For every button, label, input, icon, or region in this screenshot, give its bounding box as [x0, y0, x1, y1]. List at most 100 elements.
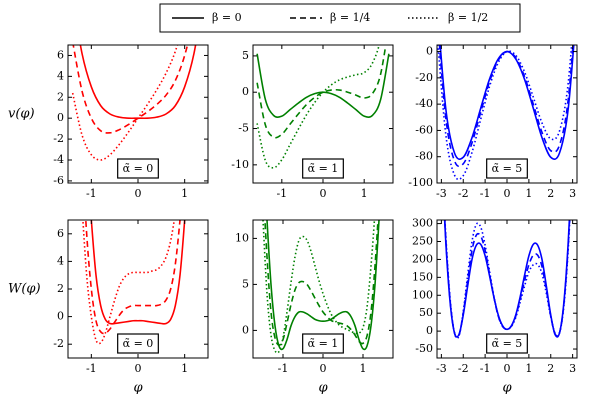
axes-frame — [252, 44, 394, 184]
y-tick-label: 10 — [235, 231, 249, 244]
annotation: α̃ = 0 — [123, 162, 154, 175]
series-group — [256, 45, 390, 169]
y-tick-label: -4 — [53, 153, 64, 166]
series-group — [437, 45, 575, 181]
y-tick-label: 300 — [412, 217, 433, 230]
series-group — [443, 220, 571, 340]
x-tick-label: 1 — [525, 187, 532, 200]
x-tick-label: -1 — [276, 187, 287, 200]
curve — [84, 220, 181, 335]
y-tick-label: 0 — [57, 111, 64, 124]
x-tick-label: 2 — [547, 187, 554, 200]
panel: -6 -4 -2 0 2 4 6 -1 0 1 α̃ = 0 v(φ) — [8, 44, 209, 200]
y-tick-label: 6 — [57, 48, 64, 61]
x-tick-label: 2 — [547, 362, 554, 375]
x-tick-label: -1 — [86, 362, 97, 375]
axes-frame — [252, 219, 394, 359]
curve — [256, 45, 380, 169]
annotation-box — [486, 333, 528, 354]
y-tick-label: -60 — [415, 123, 433, 136]
x-tick-label: 1 — [525, 362, 532, 375]
y-tick-label: 2 — [57, 90, 64, 103]
y-tick-label: 0 — [57, 310, 64, 323]
series-group — [71, 45, 197, 161]
curve — [266, 220, 380, 351]
curve — [256, 45, 387, 139]
curve — [444, 220, 571, 340]
x-tick-label: -1 — [480, 187, 491, 200]
curve — [262, 220, 376, 354]
x-tick-label: -3 — [436, 362, 447, 375]
y-tick-label: 0 — [426, 324, 433, 337]
annotation-box — [117, 333, 159, 354]
x-tick-label: 1 — [181, 362, 188, 375]
x-axis-label: φ — [318, 381, 328, 396]
annotation: α̃ = 1 — [308, 162, 339, 175]
panel: -50 0 50 100 150 200 250 300 -3 -2 -1 0 1 2 3 α̃ = 5 φ — [412, 217, 578, 396]
y-tick-label: 5 — [242, 277, 249, 290]
annotation: α̃ = 0 — [123, 337, 154, 350]
y-tick-label: -10 — [231, 158, 249, 171]
x-axis-label: φ — [133, 381, 143, 396]
y-tick-label: 5 — [242, 49, 249, 62]
x-tick-label: 1 — [181, 187, 188, 200]
annotation: α̃ = 1 — [308, 337, 339, 350]
annotation: α̃ = 5 — [492, 162, 523, 175]
y-axis-label: W(φ) — [8, 282, 41, 297]
panel: 0 5 10 -1 0 1 α̃ = 1 φ — [235, 219, 394, 396]
x-tick-label: -3 — [436, 187, 447, 200]
panel: -10-505-1 0 1α̃ = 1 — [231, 44, 394, 200]
curve — [90, 220, 186, 325]
x-tick-label: 0 — [320, 187, 327, 200]
legend-label: β = 0 — [212, 11, 242, 24]
annotation-box — [486, 158, 528, 179]
panel: -100 -80 -60 -40 -20 0 -3 -2 -1 0 1 2 3 α̃ = 5 — [408, 44, 578, 200]
curve — [72, 45, 189, 134]
x-tick-label: -1 — [278, 362, 289, 375]
y-tick-label: -80 — [415, 150, 433, 163]
y-tick-label: 0 — [426, 45, 433, 58]
x-axis-label: φ — [502, 381, 512, 396]
y-tick-label: -2 — [53, 337, 64, 350]
y-tick-label: 0 — [242, 323, 249, 336]
annotation-box — [302, 333, 344, 354]
y-tick-label: 6 — [57, 227, 64, 240]
y-tick-label: -20 — [415, 71, 433, 84]
y-tick-label: 250 — [412, 235, 433, 248]
axes-frame — [67, 219, 209, 359]
curve — [437, 45, 573, 181]
x-tick-label: 0 — [504, 187, 511, 200]
annotation-box — [117, 158, 159, 179]
curve — [264, 220, 379, 346]
curve — [71, 45, 179, 161]
y-tick-label: -2 — [53, 132, 64, 145]
x-tick-label: -2 — [458, 187, 469, 200]
axes-frame — [436, 219, 578, 359]
annotation-box — [302, 158, 344, 179]
panel: -2 0 2 4 6 -1 0 1 α̃ = 0 W(φ) φ — [8, 219, 209, 396]
y-tick-label: 2 — [57, 282, 64, 295]
x-tick-label: -2 — [458, 362, 469, 375]
x-tick-label: 0 — [135, 187, 142, 200]
series-group — [82, 220, 186, 345]
x-tick-label: 0 — [504, 362, 511, 375]
x-tick-label: 1 — [360, 362, 367, 375]
y-tick-label: 0 — [242, 85, 249, 98]
y-tick-label: 4 — [57, 69, 64, 82]
x-tick-label: 3 — [569, 362, 576, 375]
y-tick-label: 100 — [412, 288, 433, 301]
series-group — [262, 220, 380, 354]
y-tick-label: 200 — [412, 252, 433, 265]
x-tick-label: 0 — [135, 362, 142, 375]
y-tick-label: -6 — [53, 174, 64, 187]
y-tick-label: -50 — [415, 342, 433, 355]
x-tick-label: 0 — [320, 362, 327, 375]
legend-frame — [159, 3, 521, 33]
y-tick-label: -100 — [408, 176, 433, 189]
legend-label: β = 1/4 — [330, 11, 370, 24]
x-tick-label: -1 — [86, 187, 97, 200]
y-tick-label: 150 — [412, 270, 433, 283]
y-tick-label: -40 — [415, 97, 433, 110]
axes-frame — [67, 44, 209, 184]
